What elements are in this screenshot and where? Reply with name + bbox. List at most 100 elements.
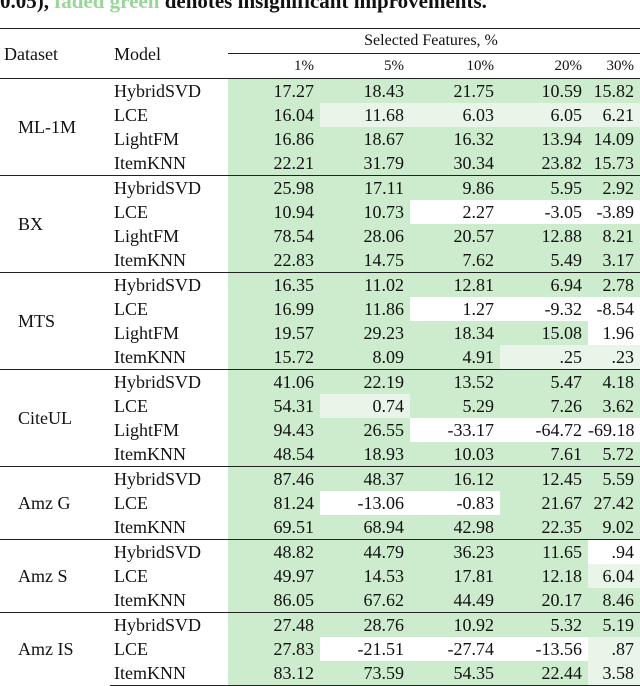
value-cell: 28.76 <box>320 612 410 637</box>
value-cell: -3.89 <box>588 200 640 224</box>
model-cell: ItemKNN <box>110 515 228 540</box>
table-row: CiteUL HybridSVD 41.06 22.19 13.52 5.47 4.18 <box>0 369 640 467</box>
value-cell: 14.75 <box>320 248 410 273</box>
header-row: 1% 5% 10% 20% 30% <box>0 54 640 79</box>
value-cell: 2.92 <box>588 175 640 200</box>
table-row: MTS HybridSVD 16.35 11.02 12.81 6.94 2.78 <box>0 272 640 370</box>
value-cell: 3.58 <box>588 661 640 686</box>
column-header: 10% <box>466 58 495 74</box>
model-cell: LightFM <box>114 420 180 440</box>
value-cell: 54.35 <box>410 661 500 686</box>
value-cell: 17.27 <box>228 78 320 103</box>
table-row: ItemKNN 83.12 73.59 54.35 22.44 3.58 <box>0 661 640 686</box>
model-cell: LightFM <box>114 129 180 149</box>
value-cell: 36.23 <box>410 539 500 564</box>
value-cell: 5.59 <box>588 466 640 491</box>
value-cell: 12.45 <box>500 466 588 491</box>
value-cell: 27.42 <box>588 491 640 515</box>
dataset-cell: Amz G <box>0 466 110 540</box>
column-header: 1% <box>294 58 314 74</box>
model-cell: ItemKNN <box>110 588 228 613</box>
value-cell: 44.79 <box>320 539 410 564</box>
value-cell: 94.43 <box>228 418 320 442</box>
value-cell: 20.17 <box>500 588 588 613</box>
model-cell: LCE <box>114 566 148 586</box>
value-cell: -33.17 <box>410 418 500 442</box>
value-cell: -27.74 <box>410 637 500 661</box>
caption-text: denotes insignificant improvements. <box>164 0 487 13</box>
value-cell: 22.21 <box>228 151 320 176</box>
value-cell: 4.91 <box>410 345 500 370</box>
header-model: Model <box>110 28 228 79</box>
value-cell: 86.05 <box>228 588 320 613</box>
value-cell: 6.21 <box>588 103 640 127</box>
value-cell: 5.19 <box>588 612 640 637</box>
value-cell: 48.37 <box>320 466 410 491</box>
value-cell: 25.98 <box>228 175 320 200</box>
model-cell: ItemKNN <box>110 345 228 370</box>
table-row: LCE 16.99 11.86 1.27 -9.32 -8.54 <box>0 297 640 321</box>
model-cell: LCE <box>114 202 148 222</box>
value-cell: 20.57 <box>410 224 500 248</box>
table-row: LightFM 94.43 26.55 -33.17 -64.72 -69.18 <box>0 418 640 442</box>
value-cell: -13.06 <box>320 491 410 515</box>
table-row: ML-1M HybridSVD 17.27 18.43 21.75 10.59 15.82 <box>0 78 640 176</box>
table-row: LCE 10.94 10.73 2.27 -3.05 -3.89 <box>0 200 640 224</box>
caption: 0.05), faded green denotes insignificant… <box>0 0 487 14</box>
value-cell: 7.61 <box>500 442 588 467</box>
dataset-cell: ML-1M <box>0 78 110 176</box>
model-cell: LCE <box>114 639 148 659</box>
value-cell: 11.86 <box>320 297 410 321</box>
value-cell: 81.24 <box>228 491 320 515</box>
table-row: Amz S HybridSVD 48.82 44.79 36.23 11.65.94 <box>0 539 640 613</box>
value-cell: 9.02 <box>588 515 640 540</box>
model-cell: HybridSVD <box>110 369 228 394</box>
value-cell: .25 <box>500 345 588 370</box>
value-cell: 21.67 <box>500 491 588 515</box>
table-row: LCE 49.97 14.53 17.81 12.18 6.04 <box>0 564 640 588</box>
value-cell: 1.27 <box>410 297 500 321</box>
value-cell: 73.59 <box>320 661 410 686</box>
table-row: Amz G HybridSVD 87.46 48.37 16.12 12.45 5.59 <box>0 466 640 540</box>
model-cell: HybridSVD <box>110 78 228 103</box>
value-cell: -0.83 <box>410 491 500 515</box>
value-cell: 16.86 <box>228 127 320 151</box>
value-cell: 12.81 <box>410 272 500 297</box>
value-cell: 31.79 <box>320 151 410 176</box>
model-cell: LightFM <box>114 226 180 246</box>
value-cell: 14.53 <box>320 564 410 588</box>
value-cell: 5.29 <box>410 394 500 418</box>
table-row: LCE 81.24 -13.06 -0.83 21.67 27.42 <box>0 491 640 515</box>
table-row: ItemKNN 86.05 67.62 44.49 20.17 8.46 <box>0 588 640 613</box>
dataset-cell: BX <box>0 175 110 273</box>
table-row: ItemKNN 69.51 68.94 42.98 22.35 9.02 <box>0 515 640 540</box>
table-row: Amz IS HybridSVD 27.48 28.76 10.92 5.32 5.19 <box>0 612 640 686</box>
value-cell: 7.26 <box>500 394 588 418</box>
value-cell: 68.94 <box>320 515 410 540</box>
value-cell: 48.54 <box>228 442 320 467</box>
model-cell: LCE <box>114 105 148 125</box>
table-header: Dataset Model Selected Features, % 1% 5% 1… <box>0 28 640 79</box>
value-cell: 16.32 <box>410 127 500 151</box>
value-cell: 5.49 <box>500 248 588 273</box>
header-row: Dataset Model Selected Features, % <box>0 28 640 79</box>
value-cell: 16.04 <box>228 103 320 127</box>
value-cell: -64.72 <box>500 418 588 442</box>
value-cell: 41.06 <box>228 369 320 394</box>
value-cell: 54.31 <box>228 394 320 418</box>
model-cell: ItemKNN <box>110 661 228 686</box>
value-cell: .87 <box>588 637 640 661</box>
value-cell: 7.62 <box>410 248 500 273</box>
caption-highlight: faded green <box>54 0 160 13</box>
value-cell: 12.88 <box>500 224 588 248</box>
value-cell: 9.86 <box>410 175 500 200</box>
dataset-cell: CiteUL <box>0 369 110 467</box>
value-cell: 15.73 <box>588 151 640 176</box>
model-cell: HybridSVD <box>110 175 228 200</box>
value-cell: 6.03 <box>410 103 500 127</box>
value-cell: 14.09 <box>588 127 640 151</box>
column-header: 20% <box>554 58 583 74</box>
value-cell: 13.94 <box>500 127 588 151</box>
header-group: Selected Features, % <box>228 28 640 54</box>
